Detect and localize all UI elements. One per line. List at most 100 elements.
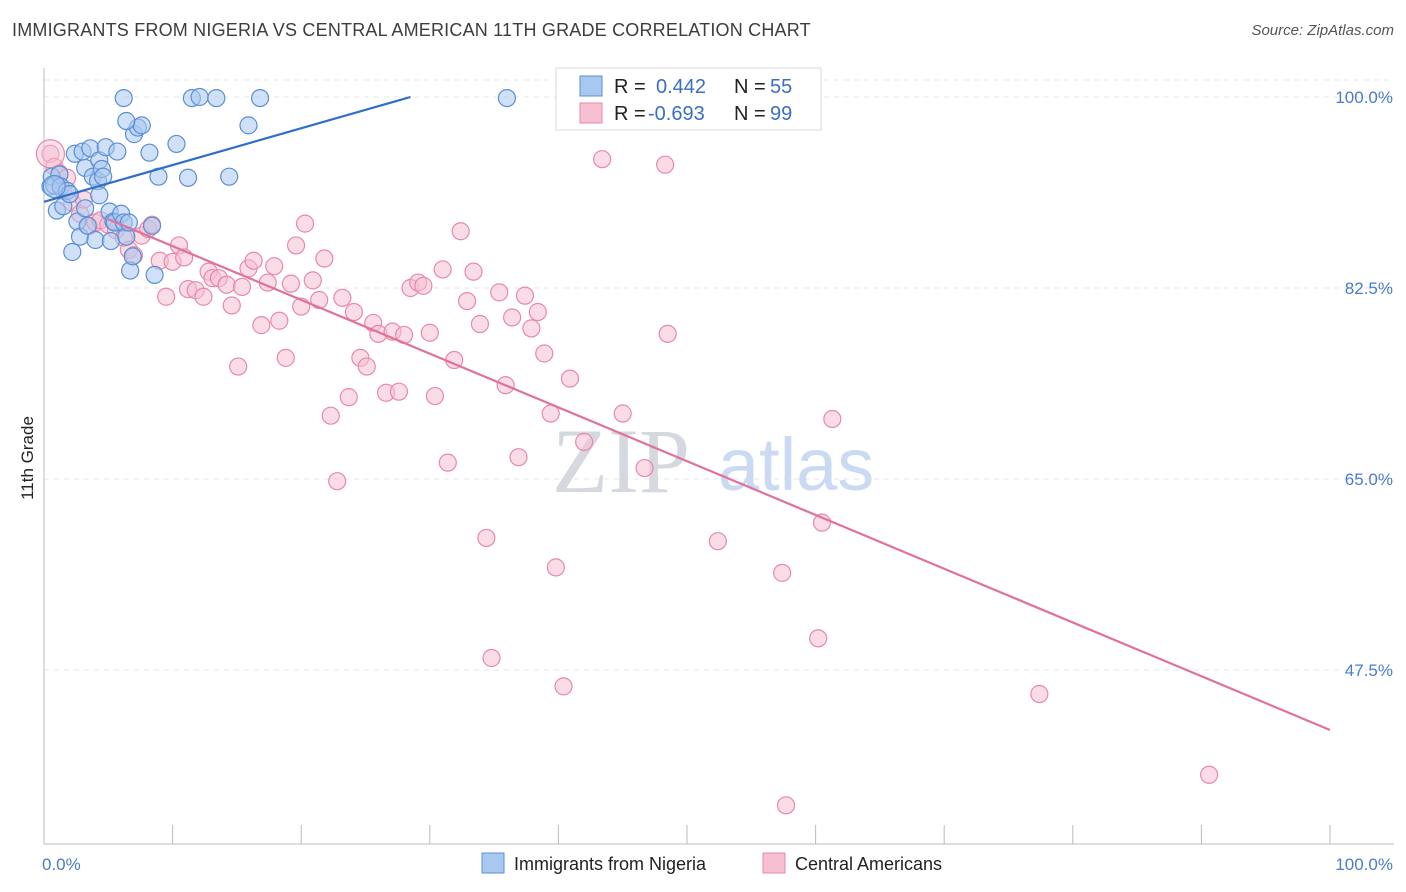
central-americans-point <box>244 251 263 270</box>
legend-swatch-central-americans <box>762 852 786 874</box>
central-americans-point <box>286 236 306 255</box>
central-americans-point <box>217 275 236 294</box>
legend-swatch-nigeria <box>481 852 505 874</box>
watermark: ZIP atlas <box>552 410 874 512</box>
nigeria-point <box>145 265 164 285</box>
chart-source: Source: ZipAtlas.com <box>1251 22 1394 39</box>
central-americans-point <box>339 388 358 407</box>
central-americans-point <box>470 314 490 334</box>
central-americans-point <box>509 448 528 467</box>
nigeria-point <box>142 216 162 235</box>
nigeria-points <box>41 87 517 285</box>
stats-r-label-blue: R = <box>614 76 646 98</box>
central-americans-point <box>252 316 271 335</box>
y-tick-label: 82.5% <box>1345 279 1393 298</box>
stats-n-label-pink: N = <box>734 103 766 125</box>
central-americans-point <box>708 532 727 551</box>
nigeria-point <box>140 143 159 162</box>
central-americans-trend-line <box>107 218 1331 732</box>
x-tick-label-max: 100.0% <box>1335 855 1393 874</box>
central-americans-point <box>773 563 792 582</box>
stats-swatch-pink <box>579 102 603 124</box>
nigeria-trend-line <box>43 95 411 203</box>
central-americans-point <box>451 222 470 241</box>
nigeria-point <box>132 116 151 135</box>
stats-n-label-blue: N = <box>734 76 766 98</box>
central-americans-point <box>613 404 632 423</box>
central-americans-point <box>464 262 483 281</box>
nigeria-point <box>76 199 95 218</box>
central-americans-point <box>823 409 842 429</box>
stats-n-value-blue: 55 <box>770 76 792 98</box>
watermark-zip: ZIP <box>552 410 690 512</box>
central-americans-point <box>776 796 796 815</box>
stats-n-value-pink: 99 <box>770 103 792 125</box>
central-americans-point <box>635 458 654 478</box>
stats-r-value-blue: 0.442 <box>656 76 706 98</box>
nigeria-point <box>108 142 127 161</box>
central-americans-point <box>656 155 675 174</box>
grid <box>44 79 1394 671</box>
central-americans-point <box>593 150 612 169</box>
central-americans-point <box>560 369 580 388</box>
central-americans-point <box>276 348 295 367</box>
central-americans-point <box>389 382 409 401</box>
central-americans-point <box>222 296 241 315</box>
central-americans-point <box>1200 765 1219 784</box>
stats-r-label-pink: R = <box>614 103 646 125</box>
central-americans-point <box>1030 684 1049 704</box>
central-americans-point <box>515 286 535 305</box>
central-americans-point <box>270 311 289 330</box>
trend-lines <box>43 95 1331 732</box>
central-americans-point <box>295 214 315 233</box>
central-americans-point <box>528 302 547 322</box>
central-americans-point <box>303 271 322 290</box>
legend-label-nigeria: Immigrants from Nigeria <box>514 854 707 874</box>
y-tick-label: 100.0% <box>1335 88 1393 107</box>
chart-title: IMMIGRANTS FROM NIGERIA VS CENTRAL AMERI… <box>12 20 811 40</box>
central-americans-point <box>414 276 433 295</box>
nigeria-point <box>239 116 258 135</box>
nigeria-point <box>167 134 186 154</box>
central-americans-point <box>522 319 541 338</box>
central-americans-point <box>357 357 376 376</box>
legend-label-central-americans: Central Americans <box>795 854 942 874</box>
stats-r-value-pink: -0.693 <box>648 103 705 125</box>
central-americans-point <box>809 629 828 648</box>
nigeria-point <box>220 167 239 186</box>
central-americans-point <box>328 472 347 491</box>
central-americans-point <box>321 406 340 425</box>
x-tick-label-min: 0.0% <box>42 855 81 874</box>
central-americans-point <box>482 648 501 668</box>
nigeria-point <box>90 186 109 205</box>
y-axis-title: 11th Grade <box>18 416 37 500</box>
central-americans-point <box>157 287 176 306</box>
central-americans-point <box>232 277 252 297</box>
central-americans-point <box>503 308 522 327</box>
nigeria-point <box>42 174 66 199</box>
stats-swatch-blue <box>579 75 603 97</box>
central-americans-point <box>546 558 565 577</box>
nigeria-point <box>207 88 226 108</box>
nigeria-point <box>123 247 142 266</box>
central-americans-point <box>344 302 364 322</box>
central-americans-point <box>658 324 677 343</box>
watermark-atlas: atlas <box>718 423 874 506</box>
central-americans-point <box>333 288 352 307</box>
central-americans-point <box>477 528 496 548</box>
axes <box>43 68 1394 845</box>
central-americans-point <box>535 344 554 363</box>
nigeria-point <box>114 88 133 108</box>
nigeria-point <box>63 242 82 262</box>
central-americans-point <box>457 291 477 311</box>
stats-legend: R = 0.442 N = 55 R = -0.693 N = 99 <box>555 67 822 131</box>
series-legend: Immigrants from Nigeria Central American… <box>481 852 942 874</box>
central-americans-point <box>35 139 66 169</box>
central-americans-point <box>554 677 573 696</box>
central-americans-point <box>194 287 213 306</box>
central-americans-point <box>438 453 457 472</box>
tick-labels: 100.0% 82.5% 65.0% 47.5% 0.0% 100.0% <box>42 88 1393 874</box>
central-americans-point <box>490 283 509 302</box>
nigeria-point <box>250 88 270 108</box>
